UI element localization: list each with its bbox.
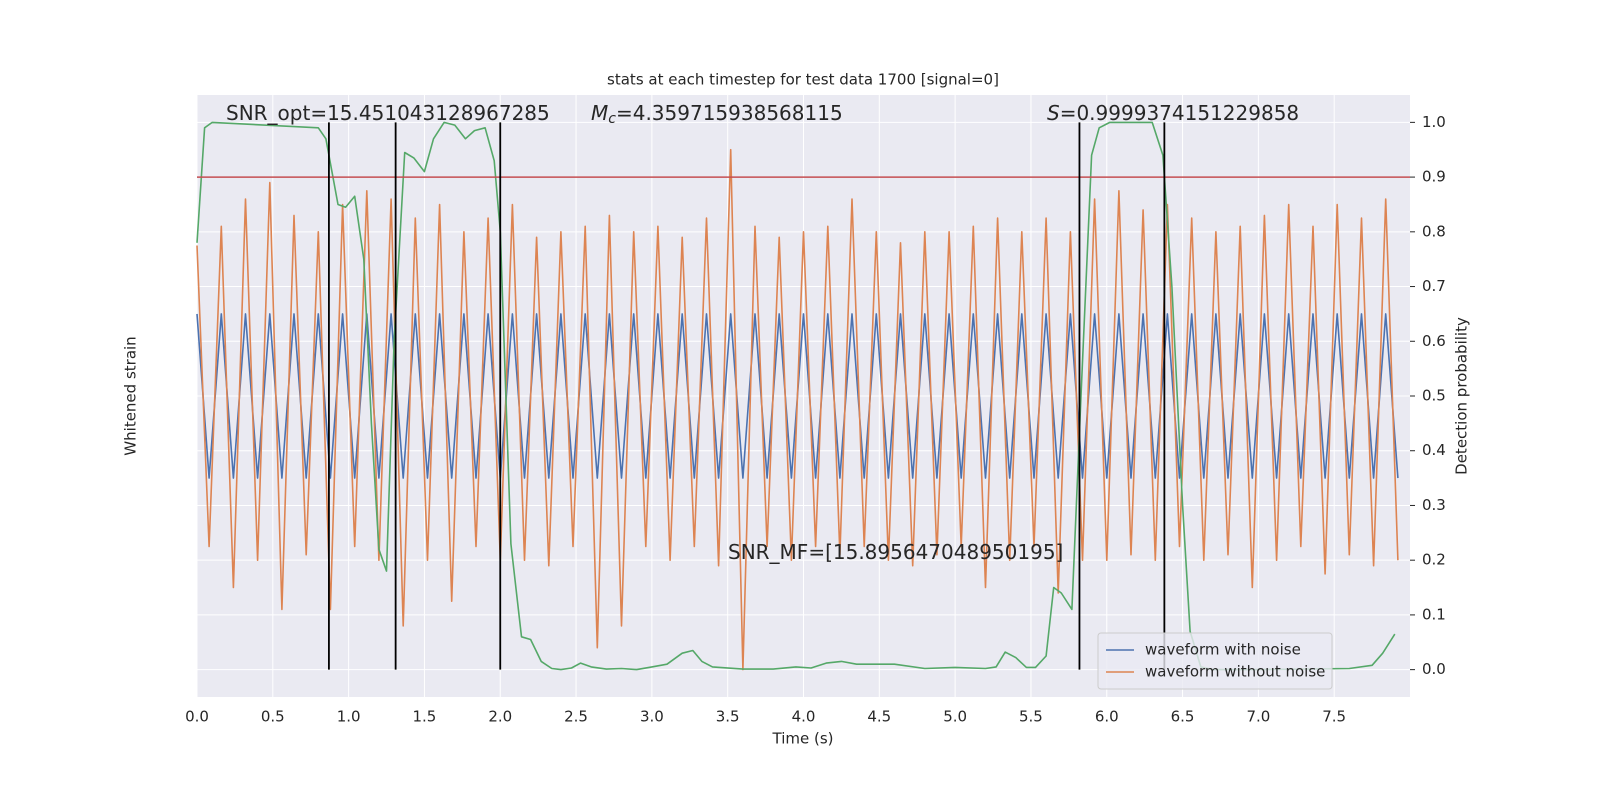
x-axis-label: Time (s) bbox=[772, 730, 834, 748]
legend-label: waveform without noise bbox=[1145, 663, 1325, 681]
series-line bbox=[196, 148, 1399, 671]
y2-axis-label: Detection probability bbox=[1453, 317, 1471, 475]
series-line bbox=[196, 121, 1396, 671]
annotation-symbol: S bbox=[1047, 101, 1060, 125]
x-tick-label: 2.5 bbox=[564, 708, 588, 726]
x-tick-label: 6.0 bbox=[1095, 708, 1119, 726]
x-tick-label: 7.5 bbox=[1322, 708, 1346, 726]
x-tick-label: 7.0 bbox=[1246, 708, 1270, 726]
x-tick-label: 5.0 bbox=[943, 708, 967, 726]
annotation: S=0.9999374151229858 bbox=[1047, 101, 1299, 125]
x-tick-label: 1.0 bbox=[337, 708, 361, 726]
annotation-text: =0.9999374151229858 bbox=[1060, 101, 1299, 125]
x-tick-label: 3.0 bbox=[640, 708, 664, 726]
y2-tick-label: 0.7 bbox=[1422, 277, 1446, 295]
annotation-text: SNR_MF=[15.895647048950195] bbox=[728, 540, 1063, 564]
x-tick-label: 0.0 bbox=[185, 708, 209, 726]
legend-box bbox=[1097, 632, 1333, 690]
y2-tick-label: 0.1 bbox=[1422, 605, 1446, 623]
x-tick-label: 4.5 bbox=[867, 708, 891, 726]
annotation-symbol: M bbox=[591, 101, 608, 125]
annotation: SNR_MF=[15.895647048950195] bbox=[728, 540, 1063, 564]
x-tick-label: 6.5 bbox=[1171, 708, 1195, 726]
annotation-text: =4.359715938568115 bbox=[616, 101, 843, 125]
y2-tick-label: 0.0 bbox=[1422, 660, 1446, 678]
x-tick-label: 1.5 bbox=[413, 708, 437, 726]
annotation: Mc=4.359715938568115 bbox=[591, 101, 843, 128]
y-axis-label: Whitened strain bbox=[122, 336, 140, 455]
legend-label: waveform with noise bbox=[1145, 641, 1301, 659]
annotation-subscript: c bbox=[608, 111, 616, 127]
y2-tick-label: 1.0 bbox=[1422, 113, 1446, 131]
y2-tick-label: 0.3 bbox=[1422, 496, 1446, 514]
x-tick-label: 2.0 bbox=[488, 708, 512, 726]
y2-tick-label: 0.6 bbox=[1422, 332, 1446, 350]
x-tick-label: 3.5 bbox=[716, 708, 740, 726]
chart-title: stats at each timestep for test data 170… bbox=[607, 71, 999, 89]
annotation: SNR_opt=15.451043128967285 bbox=[226, 101, 550, 125]
x-tick-label: 4.0 bbox=[792, 708, 816, 726]
annotation-text: SNR_opt=15.451043128967285 bbox=[226, 101, 550, 125]
y2-tick-label: 0.2 bbox=[1422, 551, 1446, 569]
y2-tick-label: 0.4 bbox=[1422, 441, 1446, 459]
y2-tick-label: 0.9 bbox=[1422, 168, 1446, 186]
y2-tick-label: 0.5 bbox=[1422, 387, 1446, 405]
x-tick-label: 5.5 bbox=[1019, 708, 1043, 726]
y2-tick-label: 0.8 bbox=[1422, 222, 1446, 240]
x-tick-label: 0.5 bbox=[261, 708, 285, 726]
